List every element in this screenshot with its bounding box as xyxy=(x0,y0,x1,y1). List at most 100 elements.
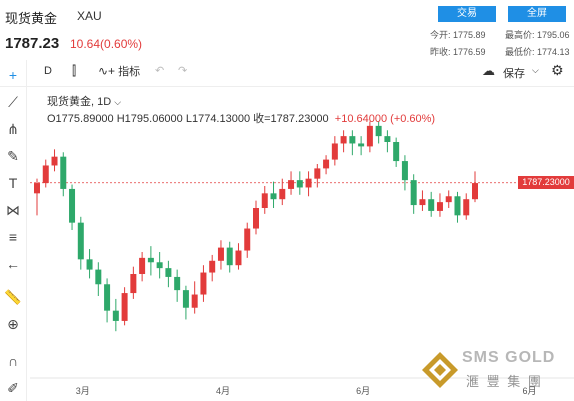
candle xyxy=(454,191,461,223)
candle-body xyxy=(305,178,312,188)
candle xyxy=(410,174,417,214)
candle-body xyxy=(463,199,470,216)
redo-icon[interactable]: ↷ xyxy=(178,65,188,77)
candle-body xyxy=(156,262,163,269)
candle-body xyxy=(34,183,40,194)
zoom-icon[interactable]: ⊕ xyxy=(7,316,19,332)
candle xyxy=(305,171,312,197)
line-icon[interactable]: ⟋ xyxy=(8,94,18,110)
pitchfork-icon[interactable]: ⋔ xyxy=(7,121,19,137)
trade-button[interactable]: 交易 xyxy=(438,6,496,22)
indicator-icon: ∿+ xyxy=(98,64,116,78)
candle xyxy=(261,186,268,214)
candle xyxy=(235,243,242,270)
toolbar: D ⫿ ∿+ 指标 ↶ ↷ ☁ 保存 ⌵ ⚙ xyxy=(0,58,574,87)
candle xyxy=(436,193,443,217)
candle xyxy=(366,121,373,153)
x-tick-label: 4月 xyxy=(215,386,230,396)
pattern-icon[interactable]: ⋈ xyxy=(6,202,20,218)
candle xyxy=(419,190,426,211)
candle xyxy=(323,155,330,175)
candle xyxy=(95,262,102,296)
price-change: 10.64(0.60%) xyxy=(70,37,143,51)
candle-body xyxy=(366,125,373,147)
candle-body xyxy=(147,257,154,263)
candle xyxy=(182,285,189,320)
back-arrow-icon[interactable]: ← xyxy=(6,256,20,272)
candle-body xyxy=(217,247,224,261)
brush-icon[interactable]: ✎ xyxy=(7,148,19,164)
save-button[interactable]: 保存 xyxy=(503,68,525,80)
today-open-stat: 今开: 1775.89 xyxy=(430,30,486,40)
candle xyxy=(209,254,216,282)
candle xyxy=(463,193,470,220)
candle xyxy=(86,249,93,279)
chevron-down-icon[interactable]: ⌵ xyxy=(114,97,122,107)
candle-body xyxy=(51,156,58,166)
chevron-down-icon[interactable]: ⌵ xyxy=(532,65,539,75)
pencil-lock-icon[interactable]: ✐ xyxy=(7,380,19,396)
candle xyxy=(445,190,452,208)
fullscreen-button[interactable]: 全屏 xyxy=(508,6,566,22)
candle xyxy=(340,130,347,153)
magnet-icon[interactable]: ∩ xyxy=(7,353,19,369)
candle xyxy=(393,137,400,167)
candle xyxy=(226,241,233,273)
candle-body xyxy=(130,274,137,294)
candle-body xyxy=(235,250,242,266)
candle-body xyxy=(139,257,146,274)
candle xyxy=(279,178,286,206)
candle-body xyxy=(86,259,93,270)
candle-body xyxy=(288,180,295,189)
text-icon[interactable]: T xyxy=(8,175,18,191)
candle xyxy=(139,252,146,282)
indicator-button[interactable]: ∿+ 指标 xyxy=(98,64,141,78)
candle xyxy=(331,136,338,166)
candle-type-icon[interactable]: ⫿ xyxy=(72,63,77,78)
candle xyxy=(191,281,198,314)
last-price-label: 1787.23000 xyxy=(518,176,574,190)
candle-body xyxy=(428,199,435,211)
candle-body xyxy=(410,180,417,206)
candle xyxy=(69,184,76,230)
candle-body xyxy=(331,143,338,160)
candle-body xyxy=(436,202,443,211)
instrument-title: 现货黄金 xyxy=(5,11,58,26)
candle xyxy=(314,164,321,188)
ruler-icon[interactable]: 📏 xyxy=(4,289,22,305)
crosshair-icon[interactable]: + xyxy=(8,67,18,83)
candle-body xyxy=(261,193,268,208)
candle-body xyxy=(95,269,102,285)
candle-body xyxy=(349,136,356,144)
fib-icon[interactable]: ≡ xyxy=(8,229,18,245)
candle xyxy=(51,149,58,172)
candle-body xyxy=(69,188,76,223)
candle xyxy=(42,159,49,188)
cloud-icon[interactable]: ☁ xyxy=(482,63,495,78)
candle xyxy=(147,246,154,276)
chart-legend-title: 现货黄金, 1D ⌵ xyxy=(47,96,122,108)
candle xyxy=(401,155,408,191)
candle-body xyxy=(121,293,128,321)
brand-name: SMS GOLD xyxy=(462,349,556,366)
low-stat: 最低价: 1774.13 xyxy=(505,47,570,57)
candle xyxy=(472,171,478,203)
interval-button[interactable]: D xyxy=(44,65,52,77)
candle xyxy=(384,130,391,153)
instrument-symbol: XAU xyxy=(77,9,102,23)
candle-body xyxy=(253,208,259,229)
candle xyxy=(130,266,137,299)
candle xyxy=(34,178,40,216)
undo-icon[interactable]: ↶ xyxy=(155,65,165,77)
x-tick-label: 6月 xyxy=(356,386,371,396)
gear-icon[interactable]: ⚙ xyxy=(551,62,564,78)
x-tick-label: 3月 xyxy=(75,386,90,396)
candle xyxy=(349,130,356,156)
candle xyxy=(156,252,163,279)
candle-body xyxy=(174,276,181,291)
candle xyxy=(121,287,128,326)
candle-body xyxy=(279,188,286,200)
candle-body xyxy=(112,310,119,321)
candle xyxy=(270,181,277,208)
candle-body xyxy=(340,136,347,144)
